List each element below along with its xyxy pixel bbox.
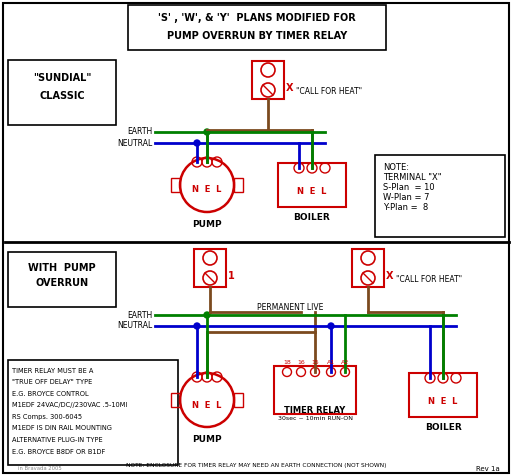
Text: N  E  L: N E L <box>429 397 458 407</box>
Text: N  E  L: N E L <box>297 188 327 197</box>
Text: E.G. BROYCE CONTROL: E.G. BROYCE CONTROL <box>12 391 89 397</box>
Bar <box>278 163 346 207</box>
Text: NOTE: ENCLOSURE FOR TIMER RELAY MAY NEED AN EARTH CONNECTION (NOT SHOWN): NOTE: ENCLOSURE FOR TIMER RELAY MAY NEED… <box>126 464 386 468</box>
Text: WITH  PUMP: WITH PUMP <box>28 263 96 273</box>
Text: A1: A1 <box>327 360 335 365</box>
Text: ALTERNATIVE PLUG-IN TYPE: ALTERNATIVE PLUG-IN TYPE <box>12 437 102 443</box>
Text: PUMP: PUMP <box>192 435 222 444</box>
Text: TERMINAL "X": TERMINAL "X" <box>383 173 441 182</box>
Circle shape <box>204 312 210 318</box>
Circle shape <box>204 129 210 135</box>
Text: S-Plan  = 10: S-Plan = 10 <box>383 183 435 192</box>
Bar <box>8 360 178 465</box>
Text: RS Comps. 300-6045: RS Comps. 300-6045 <box>12 414 82 420</box>
Circle shape <box>194 323 200 329</box>
Text: OVERRUN: OVERRUN <box>35 278 89 288</box>
Text: Rev 1a: Rev 1a <box>476 466 500 472</box>
Bar <box>8 252 116 307</box>
Circle shape <box>194 140 200 146</box>
Bar <box>352 249 384 287</box>
Text: PERMANENT LIVE: PERMANENT LIVE <box>257 303 323 311</box>
Bar <box>252 61 284 99</box>
Bar <box>409 373 477 417</box>
Bar <box>194 249 226 287</box>
Text: "CALL FOR HEAT": "CALL FOR HEAT" <box>396 276 462 285</box>
Text: TIMER RELAY: TIMER RELAY <box>284 406 346 415</box>
Text: BOILER: BOILER <box>293 213 330 222</box>
Text: W-Plan = 7: W-Plan = 7 <box>383 193 430 202</box>
Text: in Bravada 2005: in Bravada 2005 <box>18 466 62 472</box>
Text: TIMER RELAY MUST BE A: TIMER RELAY MUST BE A <box>12 368 93 374</box>
Text: M1EDF IS DIN RAIL MOUNTING: M1EDF IS DIN RAIL MOUNTING <box>12 426 112 432</box>
Text: EARTH: EARTH <box>128 128 153 137</box>
Bar <box>234 393 243 407</box>
Text: 16: 16 <box>297 360 305 365</box>
Text: 1: 1 <box>228 271 234 281</box>
Bar <box>8 60 116 125</box>
Text: 15: 15 <box>311 360 319 365</box>
Text: NEUTRAL: NEUTRAL <box>118 321 153 330</box>
Text: E.G. BROYCE B8DF OR B1DF: E.G. BROYCE B8DF OR B1DF <box>12 448 105 455</box>
Bar <box>375 155 505 237</box>
Text: NEUTRAL: NEUTRAL <box>118 139 153 148</box>
Text: CLASSIC: CLASSIC <box>39 91 85 101</box>
Text: "SUNDIAL": "SUNDIAL" <box>33 73 91 83</box>
Circle shape <box>328 323 334 329</box>
Bar <box>274 366 356 414</box>
Text: BOILER: BOILER <box>424 423 461 432</box>
Text: X: X <box>286 83 293 93</box>
Text: 'S' , 'W', & 'Y'  PLANS MODIFIED FOR: 'S' , 'W', & 'Y' PLANS MODIFIED FOR <box>158 13 356 23</box>
Text: "CALL FOR HEAT": "CALL FOR HEAT" <box>296 88 362 97</box>
Text: NOTE:: NOTE: <box>383 163 409 172</box>
Bar <box>171 393 180 407</box>
Bar <box>128 5 386 50</box>
Bar <box>171 178 180 192</box>
Text: 18: 18 <box>283 360 291 365</box>
Text: N  E  L: N E L <box>193 186 222 195</box>
Text: EARTH: EARTH <box>128 310 153 319</box>
Text: 30sec ~ 10min RUN-ON: 30sec ~ 10min RUN-ON <box>278 416 352 421</box>
Text: A2: A2 <box>341 360 349 365</box>
Bar <box>234 178 243 192</box>
Text: X: X <box>386 271 394 281</box>
Text: "TRUE OFF DELAY" TYPE: "TRUE OFF DELAY" TYPE <box>12 379 92 386</box>
Text: PUMP: PUMP <box>192 220 222 229</box>
Text: M1EDF 24VAC/DC//230VAC .5-10MI: M1EDF 24VAC/DC//230VAC .5-10MI <box>12 403 127 408</box>
Text: N  E  L: N E L <box>193 400 222 409</box>
Text: Y-Plan =  8: Y-Plan = 8 <box>383 203 428 212</box>
Text: PUMP OVERRUN BY TIMER RELAY: PUMP OVERRUN BY TIMER RELAY <box>167 31 347 41</box>
